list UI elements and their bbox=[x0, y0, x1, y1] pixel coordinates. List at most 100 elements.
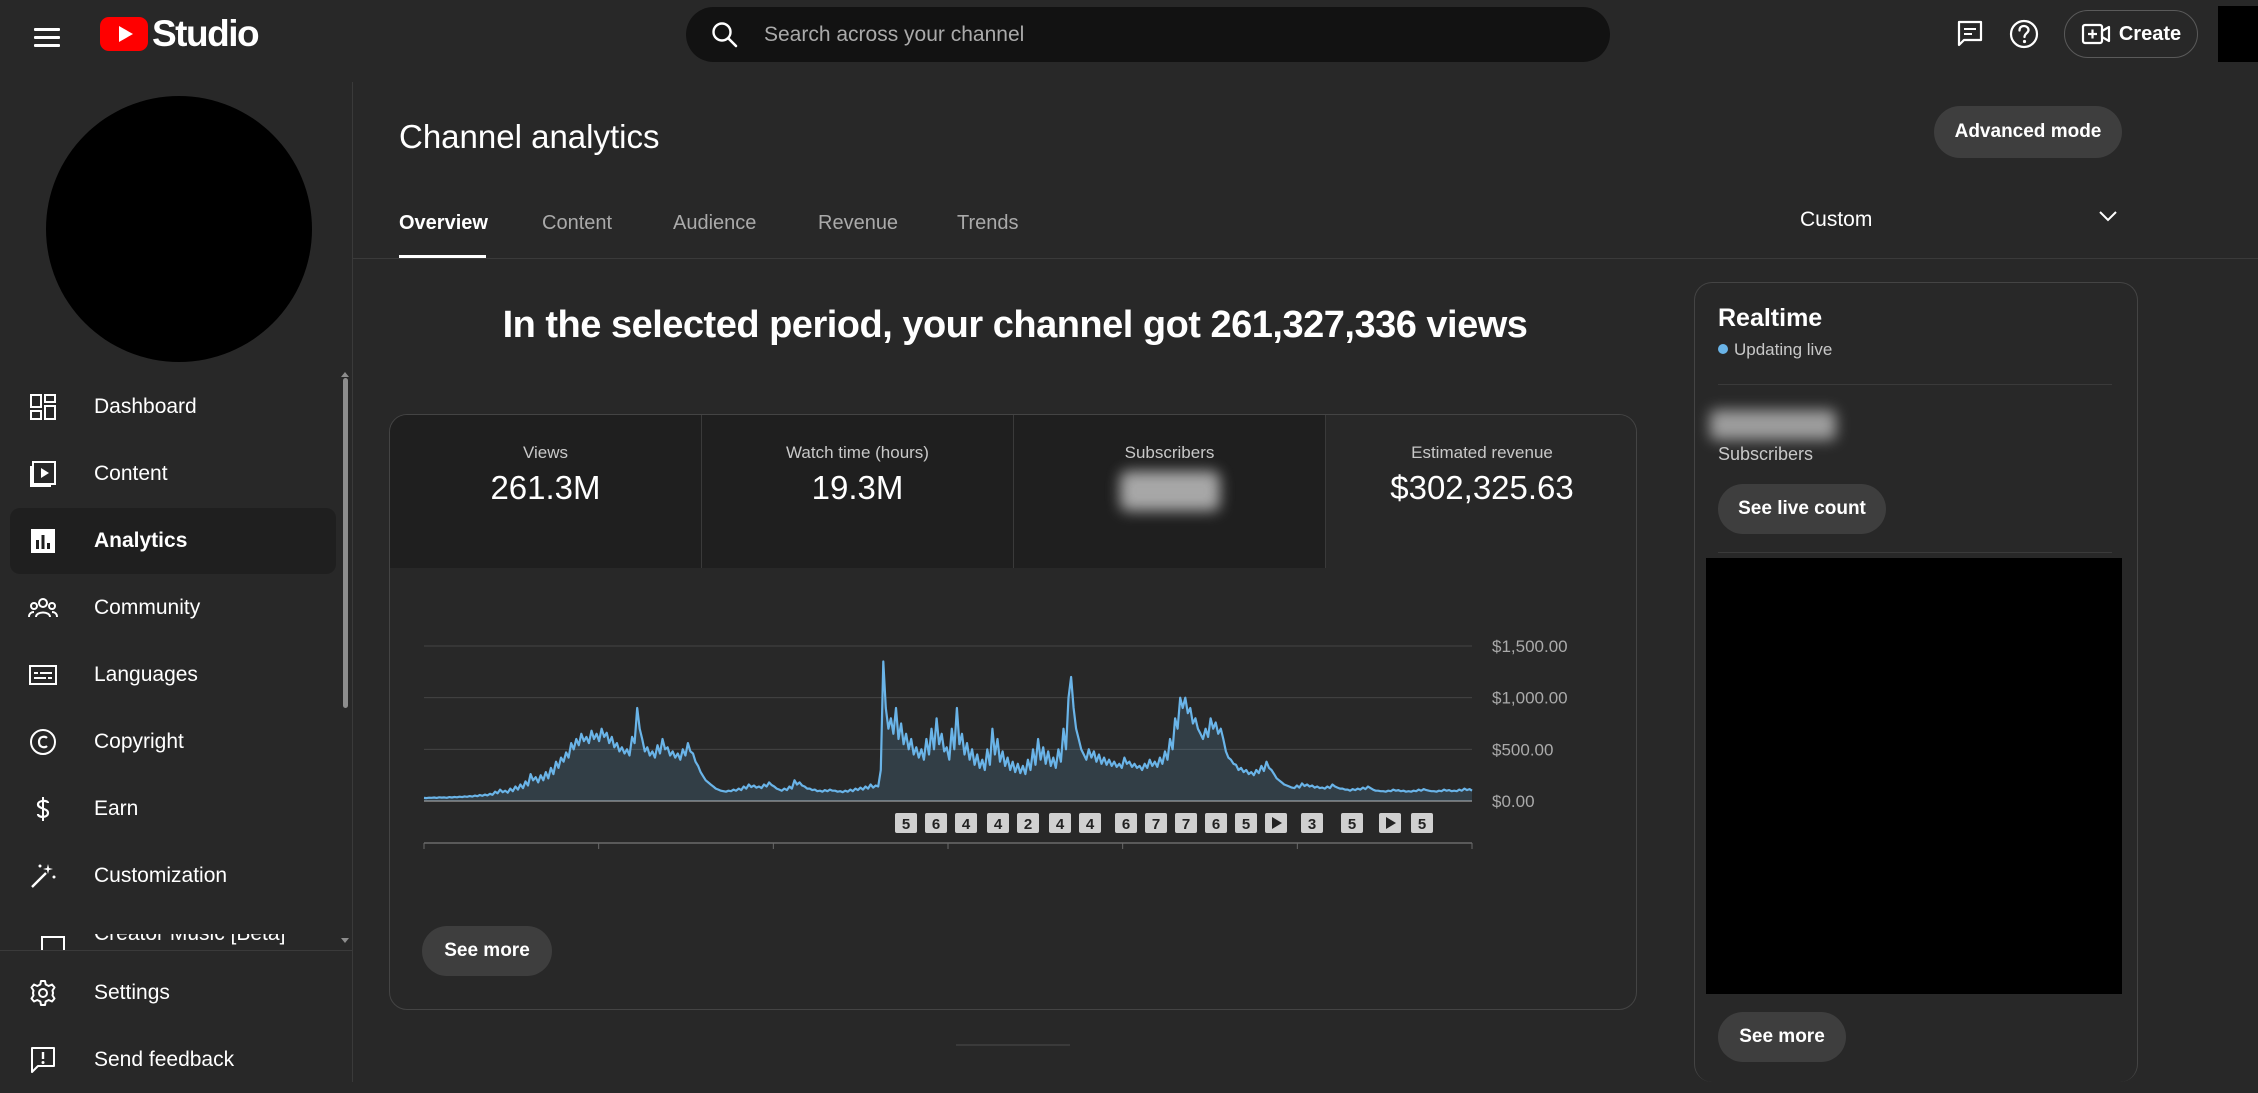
dashboard-icon bbox=[30, 394, 56, 420]
video-marker-label: 6 bbox=[932, 816, 940, 833]
divider bbox=[1718, 552, 2112, 553]
metric-value: 19.3M bbox=[811, 469, 904, 506]
search-bar[interactable] bbox=[686, 7, 1610, 62]
video-marker bbox=[895, 813, 917, 833]
metric-estimated-revenue[interactable]: Estimated revenue $302,325.63 bbox=[1326, 415, 1636, 568]
video-marker-label: 4 bbox=[1086, 816, 1095, 833]
video-marker-label: 6 bbox=[1122, 816, 1130, 833]
languages-icon bbox=[29, 665, 57, 685]
tab-overview[interactable]: Overview bbox=[399, 212, 488, 234]
sidebar-item-copyright[interactable]: Copyright bbox=[10, 709, 336, 775]
content-icon bbox=[30, 461, 56, 487]
divider bbox=[1718, 384, 2112, 385]
sidebar-item-label: Creator Music [Beta] bbox=[94, 934, 285, 946]
channel-avatar[interactable] bbox=[46, 96, 312, 362]
sidebar-item-label: Languages bbox=[94, 663, 198, 686]
play-icon bbox=[1386, 817, 1396, 829]
sidebar: Dashboard Content Analytics Community bbox=[0, 82, 353, 1082]
chevron-down-icon bbox=[2099, 211, 2117, 222]
feedback-icon[interactable] bbox=[1954, 18, 1986, 50]
date-range-select[interactable]: Custom bbox=[1800, 196, 2120, 246]
metric-label: Views bbox=[522, 443, 569, 462]
sidebar-item-settings[interactable]: Settings bbox=[10, 960, 336, 1026]
sidebar-item-dashboard[interactable]: Dashboard bbox=[10, 374, 336, 440]
realtime-see-more-button[interactable]: See more bbox=[1718, 1012, 1846, 1062]
tab-revenue[interactable]: Revenue bbox=[818, 212, 899, 234]
community-icon bbox=[28, 598, 58, 618]
sidebar-item-label: Community bbox=[94, 596, 201, 619]
sidebar-item-creator-music[interactable]: Creator Music [Beta] bbox=[10, 934, 336, 950]
create-button[interactable]: Create bbox=[2064, 10, 2198, 58]
sidebar-item-send-feedback[interactable]: Send feedback bbox=[10, 1027, 336, 1093]
metric-subscribers[interactable]: Subscribers bbox=[1014, 415, 1326, 568]
analytics-icon bbox=[31, 529, 55, 553]
video-marker bbox=[1341, 813, 1363, 833]
page-title: Channel analytics bbox=[399, 118, 660, 155]
sidebar-item-customization[interactable]: Customization bbox=[10, 843, 336, 909]
scroll-down-arrow[interactable] bbox=[341, 938, 349, 943]
video-marker bbox=[1411, 813, 1433, 833]
metric-views[interactable]: Views 261.3M bbox=[390, 415, 702, 568]
realtime-status: Updating live bbox=[1734, 340, 1833, 359]
video-marker-label: 7 bbox=[1152, 816, 1160, 833]
video-marker-label: 4 bbox=[994, 816, 1003, 833]
video-marker-label: 7 bbox=[1182, 816, 1190, 833]
metric-label: Estimated revenue bbox=[1411, 443, 1553, 462]
section-divider bbox=[956, 1044, 1070, 1046]
sidebar-item-label: Customization bbox=[94, 864, 228, 887]
earn-icon bbox=[36, 797, 50, 821]
youtube-logo-icon bbox=[100, 17, 148, 51]
create-label: Create bbox=[2118, 22, 2182, 45]
blurred-value bbox=[1120, 471, 1220, 511]
search-input[interactable] bbox=[762, 21, 1566, 48]
sidebar-item-community[interactable]: Community bbox=[10, 575, 336, 641]
metric-label: Watch time (hours) bbox=[786, 443, 929, 462]
advanced-mode-button[interactable]: Advanced mode bbox=[1934, 106, 2122, 158]
video-marker bbox=[1115, 813, 1137, 833]
video-marker-label: 3 bbox=[1308, 816, 1316, 833]
customization-icon bbox=[31, 864, 56, 888]
help-icon[interactable] bbox=[2008, 18, 2040, 50]
menu-icon[interactable] bbox=[28, 18, 68, 58]
account-avatar[interactable] bbox=[2218, 6, 2258, 62]
sidebar-item-label: Dashboard bbox=[94, 395, 197, 418]
realtime-card bbox=[1694, 282, 2138, 1082]
metric-value: 261.3M bbox=[490, 469, 601, 506]
tab-trends[interactable]: Trends bbox=[957, 212, 1019, 234]
realtime-subscribers-label: Subscribers bbox=[1718, 444, 1814, 464]
sidebar-item-languages[interactable]: Languages bbox=[10, 642, 336, 708]
sidebar-divider bbox=[0, 950, 352, 951]
video-marker-label: 4 bbox=[1056, 816, 1065, 833]
sidebar-item-label: Content bbox=[94, 462, 168, 485]
tab-audience[interactable]: Audience bbox=[673, 212, 757, 234]
see-more-button[interactable]: See more bbox=[422, 926, 552, 976]
video-marker bbox=[955, 813, 977, 833]
sidebar-item-earn[interactable]: Earn bbox=[10, 776, 336, 842]
video-marker-label: 2 bbox=[1024, 816, 1032, 833]
realtime-chart-area bbox=[1706, 558, 2122, 994]
blurred-subscriber-count bbox=[1710, 410, 1836, 440]
sidebar-item-analytics[interactable]: Analytics bbox=[10, 508, 336, 574]
see-live-count-button[interactable]: See live count bbox=[1718, 484, 1886, 534]
video-marker bbox=[1079, 813, 1101, 833]
sidebar-item-label: Send feedback bbox=[94, 1048, 235, 1071]
metric-label: Subscribers bbox=[1124, 443, 1215, 462]
sidebar-scrollbar[interactable] bbox=[343, 378, 348, 708]
sidebar-item-content[interactable]: Content bbox=[10, 441, 336, 507]
video-marker-label: 5 bbox=[1242, 816, 1250, 833]
studio-logo[interactable]: Studio bbox=[100, 13, 260, 54]
overview-card: Views 261.3M Watch time (hours) 19.3M Su… bbox=[389, 414, 1637, 1010]
video-marker bbox=[987, 813, 1009, 833]
revenue-chart[interactable]: $0.00 $500.00 $1,000.00 $1,500.00 5 6 4 4 2 4 4 6 7 7… bbox=[390, 415, 1636, 1009]
sidebar-item-label: Settings bbox=[94, 981, 170, 1004]
scroll-up-arrow[interactable] bbox=[341, 372, 349, 377]
video-marker bbox=[1049, 813, 1071, 833]
date-range-label: Custom bbox=[1800, 208, 1873, 231]
metric-value: $302,325.63 bbox=[1390, 469, 1574, 506]
search-icon[interactable] bbox=[710, 20, 740, 50]
video-marker bbox=[925, 813, 947, 833]
metric-watch-time[interactable]: Watch time (hours) 19.3M bbox=[702, 415, 1014, 568]
copyright-icon bbox=[30, 729, 56, 755]
tab-content[interactable]: Content bbox=[542, 212, 613, 234]
y-tick-label: $1,500.00 bbox=[1492, 637, 1568, 656]
